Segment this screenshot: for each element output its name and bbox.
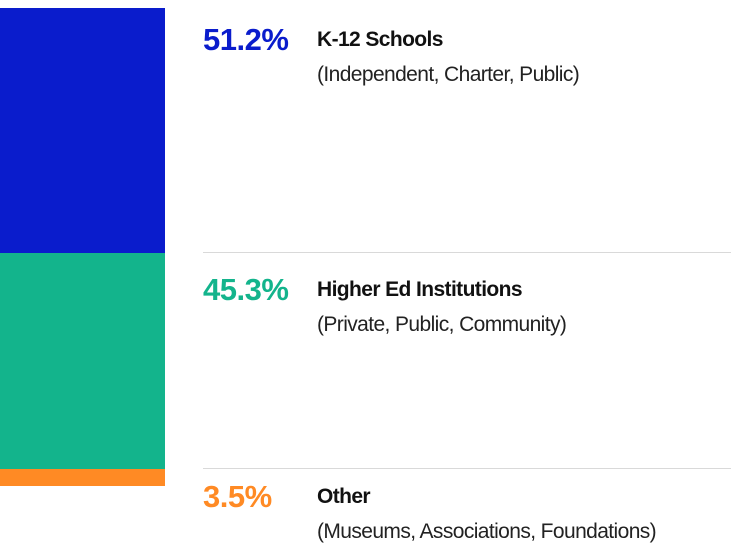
category-description-k12: (Independent, Charter, Public) [317, 62, 579, 88]
value-label-higher-ed: 45.3% [203, 272, 288, 308]
category-description-other: (Museums, Associations, Foundations) [317, 519, 656, 545]
bar-segment-other [0, 469, 165, 486]
category-description-higher-ed: (Private, Public, Community) [317, 312, 566, 338]
bar-segment-k12 [0, 8, 165, 253]
category-label-k12: K-12 Schools [317, 27, 443, 53]
divider-2 [203, 468, 731, 469]
category-label-other: Other [317, 484, 370, 510]
stacked-bar [0, 8, 165, 486]
category-label-higher-ed: Higher Ed Institutions [317, 277, 522, 303]
value-label-other: 3.5% [203, 479, 272, 515]
value-label-k12: 51.2% [203, 22, 288, 58]
divider-1 [203, 252, 731, 253]
bar-segment-higher-ed [0, 253, 165, 470]
